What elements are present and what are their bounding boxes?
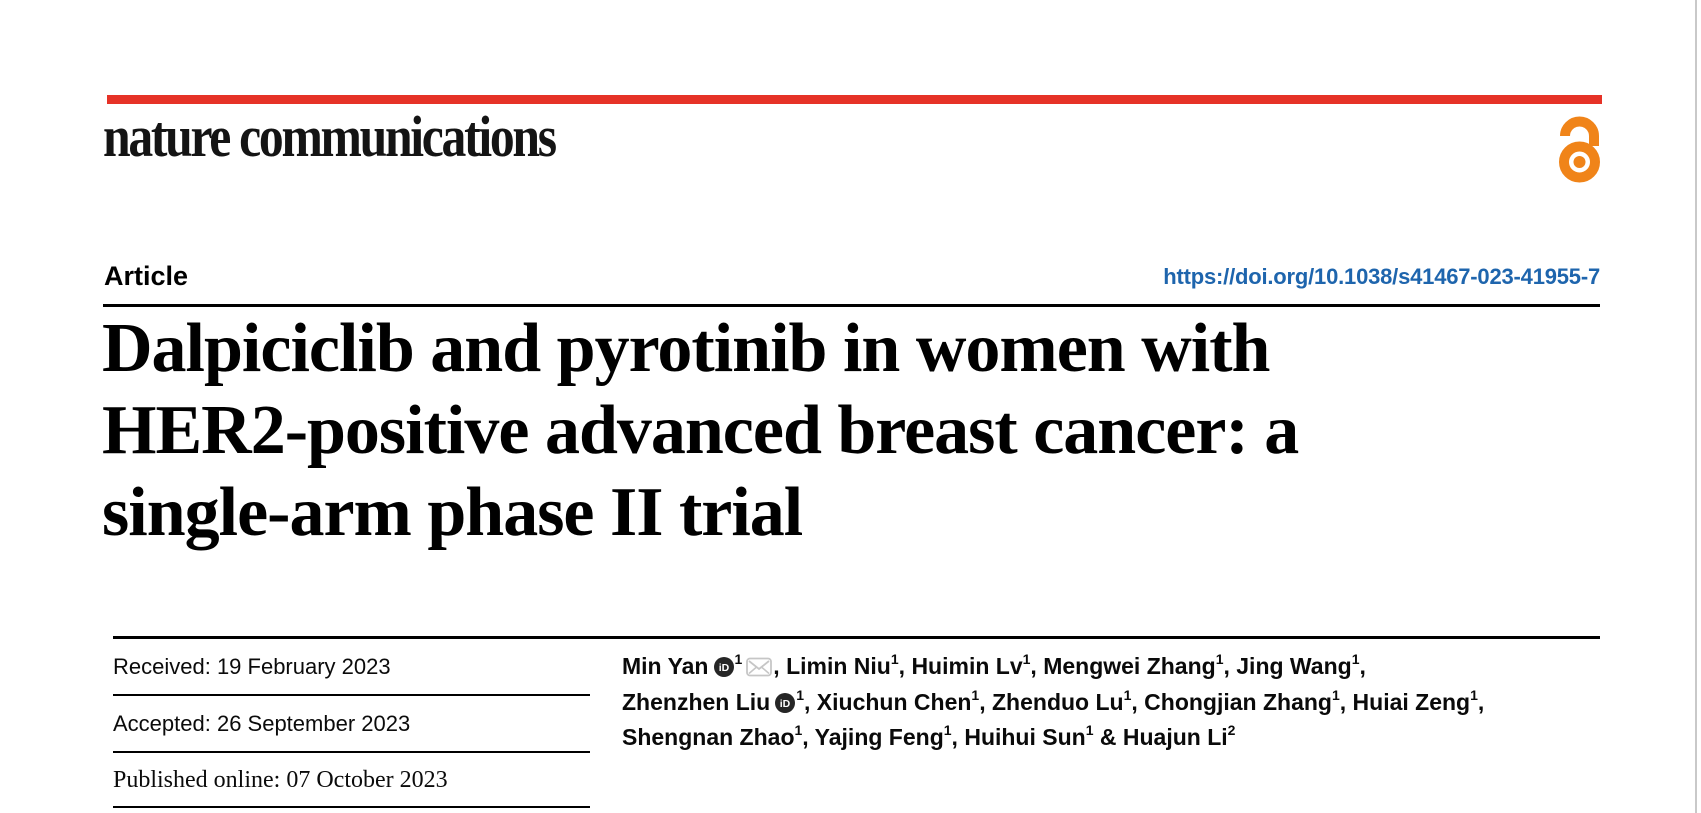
accepted-date: Accepted: 26 September 2023 — [113, 711, 411, 736]
author-name: Huimin Lv — [911, 653, 1023, 679]
affiliation-superscript: 1 — [890, 651, 899, 668]
author-name: Shengnan Zhao — [622, 724, 795, 750]
affiliation-superscript: 1 — [1470, 686, 1478, 703]
affiliation-superscript: 2 — [1227, 722, 1236, 739]
page-right-edge — [1695, 0, 1697, 813]
author-name: Huiai Zeng — [1352, 688, 1471, 715]
article-title: Dalpiciclib and pyrotinib in women with … — [102, 308, 1562, 554]
svg-text:iD: iD — [718, 662, 729, 674]
author-separator: & — [1093, 724, 1123, 750]
author-separator: , — [773, 653, 787, 679]
author-separator: , — [802, 724, 815, 750]
journal-accent-bar — [107, 95, 1602, 104]
orcid-icon[interactable]: iD — [775, 692, 796, 713]
author-separator: , — [1339, 688, 1353, 715]
author-name: Jing Wang — [1236, 653, 1352, 679]
affiliation-superscript: 1 — [1123, 686, 1132, 703]
article-type-label: Article — [104, 261, 189, 291]
author-name: Zhenzhen Liu — [622, 688, 771, 715]
affiliation-superscript: 1 — [1331, 686, 1340, 703]
author-separator: , — [804, 688, 817, 715]
author-line: Min Yan iD 1, Limin Niu1, Huimin Lv1, Meng… — [622, 649, 1572, 685]
author-line: Zhenzhen Liu iD 1, Xiuchun Chen1, Zhenduo … — [622, 685, 1572, 721]
author-name: Huajun Li — [1122, 724, 1228, 750]
author-line: Shengnan Zhao1, Yajing Feng1, Huihui Sun… — [622, 720, 1572, 756]
published-date: Published online: 07 October 2023 — [113, 767, 448, 793]
author-list: Min Yan iD 1, Limin Niu1, Huimin Lv1, Meng… — [622, 649, 1572, 756]
author-separator: , — [1477, 688, 1485, 715]
affiliation-superscript: 1 — [796, 686, 805, 703]
author-separator: , — [1359, 653, 1366, 679]
affiliation-superscript: 1 — [1351, 651, 1360, 668]
header-divider — [103, 304, 1600, 307]
received-date: Received: 19 February 2023 — [113, 654, 391, 679]
journal-logo: nature communications — [103, 104, 557, 169]
author-name: Limin Niu — [786, 653, 891, 679]
doi-link[interactable]: https://doi.org/10.1038/s41467-023-41955… — [1163, 264, 1600, 289]
svg-text:iD: iD — [780, 698, 791, 710]
date-divider — [113, 751, 590, 753]
title-line: single-arm phase II trial — [102, 474, 803, 551]
affiliation-superscript: 1 — [1085, 722, 1094, 739]
author-name: Chongjian Zhang — [1144, 688, 1332, 715]
metadata-top-divider — [113, 636, 1600, 639]
title-line: HER2-positive advanced breast cancer: a — [102, 392, 1299, 469]
date-divider — [113, 694, 590, 696]
envelope-icon[interactable] — [746, 657, 773, 677]
author-separator: , — [1131, 688, 1145, 715]
author-name: Zhenduo Lu — [992, 688, 1124, 715]
author-separator: , — [951, 724, 965, 750]
open-access-icon — [1557, 109, 1602, 183]
author-name: Yajing Feng — [814, 724, 944, 750]
affiliation-superscript: 1 — [794, 722, 803, 739]
author-name: Min Yan — [622, 653, 709, 679]
affiliation-superscript: 1 — [1215, 651, 1224, 668]
date-divider — [113, 806, 590, 808]
author-separator: , — [979, 688, 992, 715]
affiliation-superscript: 1 — [971, 686, 980, 703]
author-separator: , — [898, 653, 912, 679]
author-name: Mengwei Zhang — [1043, 653, 1216, 679]
title-line: Dalpiciclib and pyrotinib in women with — [102, 310, 1270, 387]
author-name: Huihui Sun — [964, 724, 1086, 750]
author-name: Xiuchun Chen — [816, 688, 972, 715]
orcid-icon[interactable]: iD — [713, 657, 734, 677]
affiliation-superscript: 1 — [1022, 651, 1031, 668]
author-separator: , — [1223, 653, 1237, 679]
affiliation-superscript: 1 — [734, 651, 743, 668]
affiliation-superscript: 1 — [943, 722, 952, 739]
author-separator: , — [1030, 653, 1044, 679]
